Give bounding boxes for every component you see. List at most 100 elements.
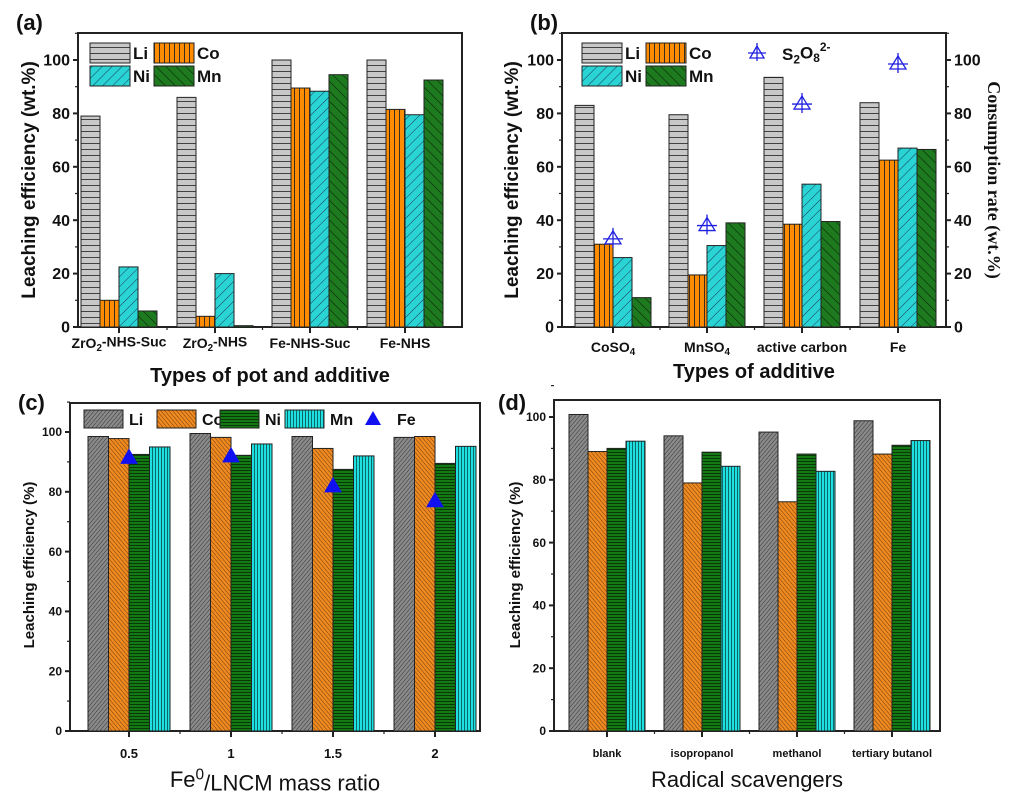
legend-label-li: Li	[625, 44, 640, 63]
bar-mn-4	[455, 445, 477, 732]
bar-li-2	[668, 114, 689, 328]
bar-li-3	[758, 431, 779, 732]
x-tick-label: Fe-NHS	[380, 335, 431, 351]
legend-label-mn: Mn	[689, 67, 714, 86]
bar-li-1	[574, 104, 595, 328]
x-tick-label: 1.5	[324, 746, 342, 761]
y-tick-label: 60	[49, 545, 63, 559]
bar-mn-2	[233, 325, 254, 328]
x-tick-label: MnSO4​	[684, 339, 730, 358]
bar-li-2	[189, 432, 211, 732]
y-tick-label: 20	[52, 266, 70, 283]
bar-mn-3	[815, 470, 836, 732]
legend-label-co: Co	[197, 44, 220, 63]
bar-mn-2	[720, 465, 741, 732]
y-tick-label: 60	[52, 159, 70, 176]
y-tick-label: 100	[526, 410, 546, 424]
legend-label-fe: Fe	[397, 412, 416, 429]
bar-co-3	[782, 223, 803, 328]
bar-li-4	[366, 59, 387, 328]
bar-ni-1	[118, 266, 139, 328]
bar-ni-1	[612, 257, 633, 328]
bar-mn-1	[631, 297, 652, 328]
y-right-tick-label: 60	[954, 159, 972, 176]
y-axis-title-right: Consumption rate (wt.%)	[983, 81, 1004, 279]
x-axis-title: Radical scavengers	[651, 767, 843, 792]
bar-mn-1	[137, 310, 158, 328]
bar-li-2	[663, 435, 684, 732]
bar-co-3	[777, 501, 798, 732]
y-tick-label: 0	[545, 320, 554, 337]
legend-swatch-co	[153, 42, 195, 64]
legend-swatch-li	[581, 42, 623, 64]
plot-frame	[77, 32, 463, 328]
legend-label-co: Co	[689, 44, 712, 63]
fe-marker-4	[426, 491, 444, 508]
bar-li-3	[763, 76, 784, 328]
bar-co-2	[687, 274, 708, 328]
y-tick-label: 100	[42, 425, 62, 439]
x-tick-label: CoSO4​	[591, 339, 636, 358]
plot-frame	[69, 402, 481, 732]
x-axis-title: Types of pot and additive	[150, 365, 390, 387]
s2o8-marker-1	[603, 227, 623, 248]
bar-mn-3	[820, 221, 841, 328]
y-tick-label: 80	[52, 106, 70, 123]
y-right-tick-label: 100	[954, 53, 981, 70]
y-tick-label: 60	[536, 159, 554, 176]
y-tick-label: 0	[61, 320, 70, 337]
bar-co-4	[878, 159, 899, 328]
y-right-tick-label: 80	[954, 106, 972, 123]
legend-label-li: Li	[129, 412, 143, 429]
legend-swatch-co	[645, 42, 687, 64]
panel-a: (a) 0 20 40 60 80 100 ZrO2​-NHS-Suc ZrO2​-NHS Fe-…	[16, 10, 463, 387]
bar-co-1	[99, 299, 120, 328]
bar-ni-2	[214, 273, 235, 328]
y-tick-label: 80	[536, 106, 554, 123]
fe-marker-1	[120, 448, 138, 464]
panel-b: (b) 0 0 20 20 40 40 60 60 80 80 100 100 CoSO4​ MnSO4​ a…	[502, 10, 1004, 383]
bar-li-1	[568, 413, 589, 732]
y-tick-label: 0	[55, 724, 62, 738]
bar-li-3	[291, 435, 313, 732]
y-tick-label: 40	[536, 213, 554, 230]
x-tick-label: Fe	[890, 339, 907, 355]
bar-li-1	[87, 435, 109, 732]
bar-li-4	[859, 102, 880, 328]
x-tick-label: ZrO2​-NHS-Suc	[72, 334, 167, 354]
bar-ni-1	[606, 447, 627, 732]
legend-marker-fe	[365, 411, 381, 425]
x-axis-title: Fe0​/LNCM mass ratio	[170, 766, 380, 795]
y-tick-label: 80	[49, 485, 63, 499]
legend-swatch-mn	[645, 65, 687, 87]
bar-ni-3	[309, 90, 330, 328]
legend-swatch-co	[156, 409, 197, 429]
y-tick-label: 0	[539, 724, 546, 738]
y-tick-label: 100	[43, 53, 70, 70]
bar-co-2	[195, 315, 216, 328]
panel-c: (c) 0 20 40 60 80 100 0.5 1 1.5 2 Fe0​/LNCM mass ra…	[18, 390, 481, 795]
legend-label-co: Co	[202, 412, 224, 429]
y-tick-label: 40	[533, 599, 547, 613]
fe-marker-2	[222, 446, 240, 463]
bar-li-3	[271, 59, 292, 328]
bar-li-4	[853, 420, 874, 732]
y-axis-title: Leaching efficiency (%)	[21, 482, 38, 649]
legend-swatch-ni	[219, 409, 260, 429]
x-tick-label: 1	[227, 746, 234, 761]
bar-ni-2	[706, 245, 727, 328]
panel-label: (a)	[16, 10, 43, 35]
y-tick-label: 20	[536, 266, 554, 283]
bar-mn-1	[625, 440, 646, 732]
x-axis-title: Types of additive	[673, 361, 835, 383]
x-tick-label: ZrO2​-NHS	[183, 334, 248, 354]
legend-label-mn: Mn	[197, 67, 222, 86]
bar-co-1	[108, 438, 130, 732]
x-tick-label: isopropanol	[671, 748, 734, 760]
bar-mn-1	[149, 446, 171, 732]
bar-co-4	[385, 108, 406, 328]
y-right-tick-label: 40	[954, 213, 972, 230]
y-axis-title: Leaching efficiency (wt.%)	[19, 61, 40, 299]
y-axis-title: Leaching efficiency (wt.%)	[502, 61, 523, 299]
s2o8-marker-2	[697, 214, 717, 235]
